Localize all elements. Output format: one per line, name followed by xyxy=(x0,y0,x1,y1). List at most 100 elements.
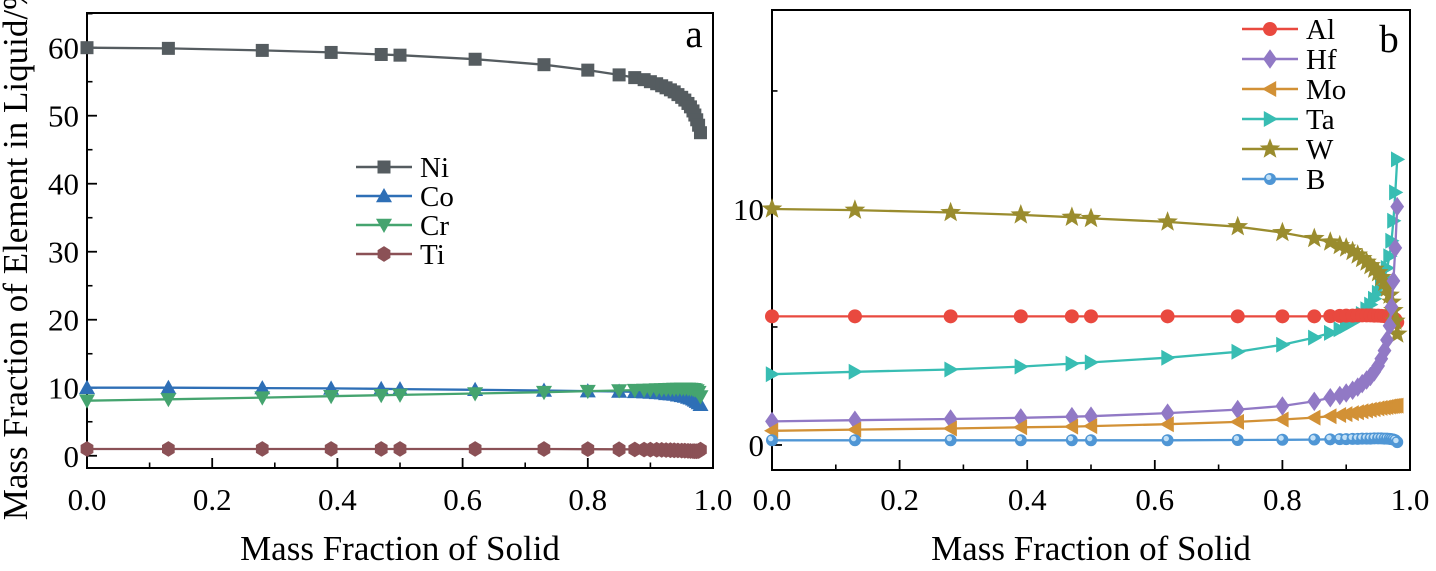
hexagon-marker xyxy=(393,441,407,457)
legend-label-B: B xyxy=(1306,164,1325,196)
triangle-left-marker xyxy=(764,422,779,439)
square-marker xyxy=(377,160,391,174)
y-axis-title: Mass Fraction of Element in Liquid/% xyxy=(0,0,35,520)
y-tick-label: 10 xyxy=(48,371,79,406)
y-tick-label: 0 xyxy=(64,439,80,474)
star-marker xyxy=(761,198,783,218)
panel-letter-b: b xyxy=(1379,18,1399,61)
triangle-down-marker xyxy=(467,387,484,402)
square-marker xyxy=(468,52,482,66)
x-axis-title: Mass Fraction of Solid xyxy=(240,529,560,568)
star-marker xyxy=(1367,261,1389,282)
x-tick-label: 0.0 xyxy=(753,482,792,517)
triangle-left-marker xyxy=(1012,419,1028,436)
triangle-down-marker xyxy=(373,389,390,404)
series-Ta xyxy=(765,151,1406,383)
series-W xyxy=(761,198,1408,343)
y-tick-label: 0 xyxy=(749,428,765,463)
hexagon-marker xyxy=(162,441,175,457)
diamond-marker xyxy=(1160,403,1175,423)
circle-marker xyxy=(765,309,779,324)
star-marker xyxy=(1319,231,1341,251)
sphere-highlight xyxy=(1278,435,1284,441)
triangle-left-marker xyxy=(1229,413,1244,430)
sphere-highlight xyxy=(1393,437,1399,444)
star-marker xyxy=(1342,240,1363,261)
circle-marker xyxy=(943,309,958,324)
x-tick-label: 0.4 xyxy=(1008,482,1047,517)
triangle-up-marker xyxy=(160,379,177,394)
triangle-down-marker xyxy=(79,394,95,409)
legend-label-W: W xyxy=(1306,134,1334,166)
triangle-left-marker xyxy=(1274,411,1289,428)
sphere-highlight xyxy=(1265,174,1272,181)
series-B-line xyxy=(772,437,1398,443)
triangle-left-marker xyxy=(1306,409,1321,426)
triangle-right-marker xyxy=(1161,349,1176,366)
sphere-highlight xyxy=(1310,435,1316,441)
star-marker xyxy=(1061,206,1083,226)
sphere-highlight xyxy=(1016,435,1023,442)
triangle-right-marker xyxy=(1014,358,1029,375)
diamond-marker xyxy=(1388,238,1403,258)
triangle-right-marker xyxy=(1308,329,1323,346)
hexagon-marker xyxy=(324,441,338,457)
sphere-highlight xyxy=(767,435,774,442)
diamond-marker xyxy=(1384,297,1399,317)
star-marker xyxy=(940,201,961,222)
square-marker xyxy=(581,63,595,77)
sphere-highlight xyxy=(1233,435,1240,442)
triangle-down-marker xyxy=(160,393,177,408)
star-marker xyxy=(1227,215,1249,236)
triangle-right-marker xyxy=(765,366,780,383)
series-Ni xyxy=(80,41,707,140)
circle-marker xyxy=(847,309,862,324)
legend-label-Mo: Mo xyxy=(1306,74,1346,106)
triangle-right-marker xyxy=(1387,212,1402,229)
x-tick-label: 0.8 xyxy=(568,482,607,517)
star-marker xyxy=(1371,266,1392,287)
triangle-down-marker xyxy=(392,388,408,403)
star-marker xyxy=(1374,271,1395,291)
circle-marker xyxy=(1013,309,1028,324)
diamond-marker xyxy=(1230,399,1245,420)
x-tick-label: 0.8 xyxy=(1263,482,1302,517)
circle-marker xyxy=(1064,309,1079,324)
legend-label-Co: Co xyxy=(420,181,454,213)
diamond-marker xyxy=(1275,396,1290,416)
triangle-right-marker xyxy=(1263,111,1278,127)
star-marker xyxy=(1157,211,1178,231)
series-Al xyxy=(765,308,1405,330)
triangle-right-marker xyxy=(1276,336,1291,353)
triangle-right-marker xyxy=(1084,354,1099,371)
y-tick-label: 60 xyxy=(48,31,79,66)
legend-label-Hf: Hf xyxy=(1306,44,1337,76)
square-marker xyxy=(537,58,551,72)
legend-label-Ti: Ti xyxy=(420,239,445,271)
triangle-down-marker xyxy=(323,390,340,405)
triangle-up-marker xyxy=(79,379,95,394)
star-marker xyxy=(1386,323,1408,343)
diamond-marker xyxy=(1380,330,1394,350)
diamond-marker xyxy=(943,409,958,429)
triangle-down-marker xyxy=(579,384,596,400)
sphere-highlight xyxy=(1086,435,1093,442)
chart-panel-a: 0.0 0.2 0.4 0.6 0.8 1.0 0 10 20 30 40 50 60 Mass Frac… xyxy=(0,0,732,568)
star-marker xyxy=(1385,310,1406,330)
square-marker xyxy=(393,48,407,62)
sphere-highlight xyxy=(1163,435,1169,442)
x-tick-label: 0.2 xyxy=(193,482,232,517)
star-marker xyxy=(1376,277,1398,297)
circle-marker xyxy=(1307,309,1322,324)
triangle-right-marker xyxy=(1391,151,1406,168)
diamond-marker xyxy=(1263,49,1277,69)
series-Cr xyxy=(79,382,709,409)
series-Hf xyxy=(765,196,1405,432)
hexagon-marker xyxy=(468,441,482,457)
diamond-marker xyxy=(1339,383,1354,403)
triangle-left-marker xyxy=(1322,408,1337,425)
y-tick-label: 20 xyxy=(48,303,79,338)
triangle-left-marker xyxy=(846,421,862,438)
